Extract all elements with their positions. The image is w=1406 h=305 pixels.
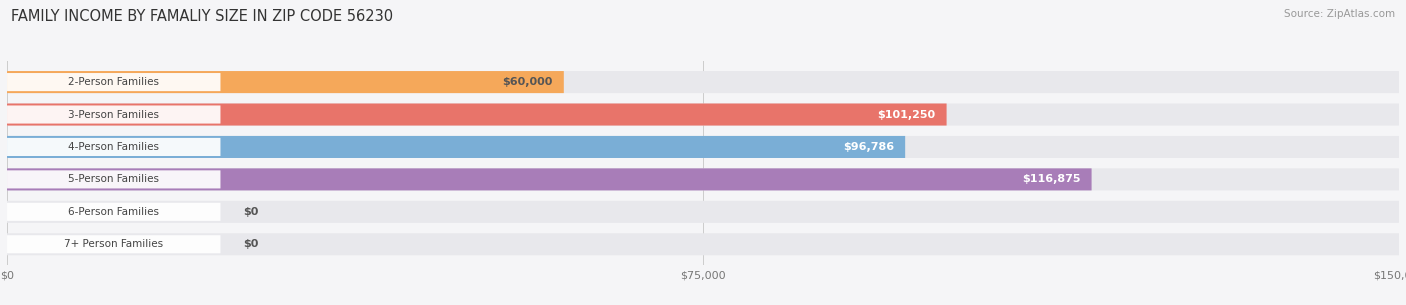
Text: 4-Person Families: 4-Person Families [69, 142, 159, 152]
FancyBboxPatch shape [7, 103, 1399, 126]
FancyBboxPatch shape [7, 73, 221, 91]
Text: 6-Person Families: 6-Person Families [69, 207, 159, 217]
Text: $96,786: $96,786 [844, 142, 894, 152]
Text: 7+ Person Families: 7+ Person Families [65, 239, 163, 249]
Text: $60,000: $60,000 [502, 77, 553, 87]
FancyBboxPatch shape [7, 235, 221, 253]
Text: $0: $0 [243, 239, 259, 249]
FancyBboxPatch shape [7, 168, 1091, 190]
FancyBboxPatch shape [7, 136, 1399, 158]
Text: FAMILY INCOME BY FAMALIY SIZE IN ZIP CODE 56230: FAMILY INCOME BY FAMALIY SIZE IN ZIP COD… [11, 9, 394, 24]
Text: 5-Person Families: 5-Person Families [69, 174, 159, 185]
FancyBboxPatch shape [7, 201, 1399, 223]
Text: 2-Person Families: 2-Person Families [69, 77, 159, 87]
FancyBboxPatch shape [7, 138, 221, 156]
FancyBboxPatch shape [7, 71, 1399, 93]
FancyBboxPatch shape [7, 136, 905, 158]
FancyBboxPatch shape [7, 71, 564, 93]
FancyBboxPatch shape [7, 106, 221, 124]
Text: $0: $0 [243, 207, 259, 217]
Text: 3-Person Families: 3-Person Families [69, 109, 159, 120]
FancyBboxPatch shape [7, 170, 221, 188]
Text: $101,250: $101,250 [877, 109, 935, 120]
Text: Source: ZipAtlas.com: Source: ZipAtlas.com [1284, 9, 1395, 19]
FancyBboxPatch shape [7, 203, 221, 221]
FancyBboxPatch shape [7, 233, 1399, 255]
Text: $116,875: $116,875 [1022, 174, 1080, 185]
FancyBboxPatch shape [7, 103, 946, 126]
FancyBboxPatch shape [7, 168, 1399, 190]
